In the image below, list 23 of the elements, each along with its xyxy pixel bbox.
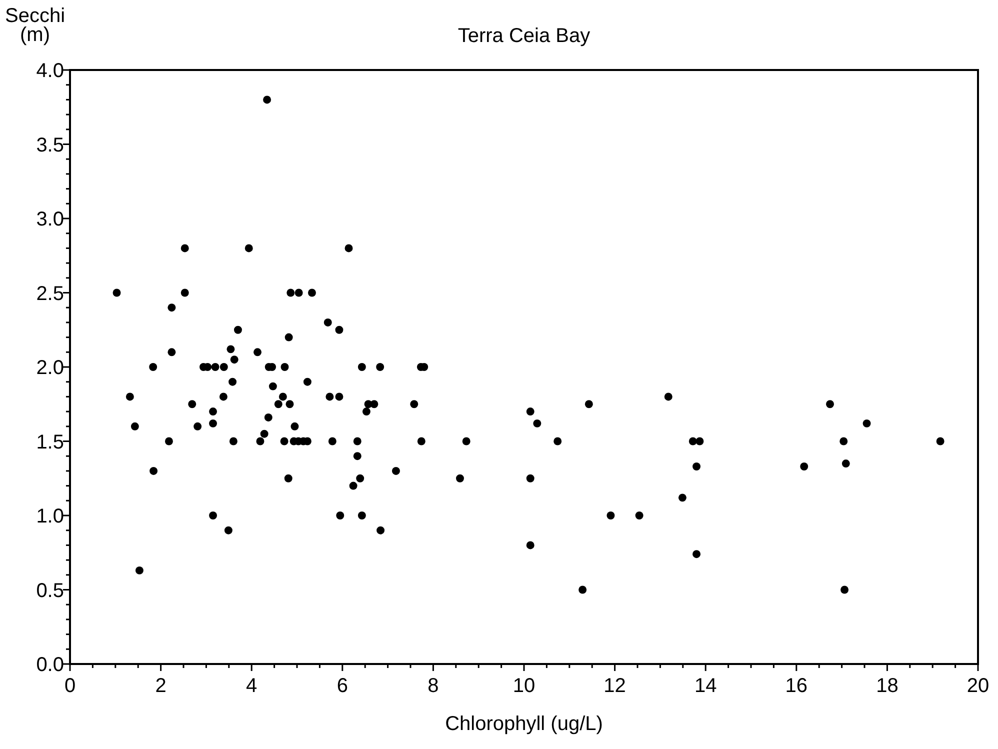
y-tick-label: 0.0 <box>36 654 64 676</box>
x-tick-label: 12 <box>604 675 626 698</box>
x-tick-label: 4 <box>246 675 258 698</box>
x-axis-title: Chlorophyll (ug/L) <box>445 713 603 735</box>
x-tick-label: 6 <box>336 675 348 698</box>
x-tick-label: 2 <box>155 675 166 698</box>
x-tick-label: 10 <box>512 675 536 698</box>
y-tick-label: 4.0 <box>36 60 64 82</box>
y-tick-label: 0.5 <box>36 580 64 602</box>
y-tick-label: 1.0 <box>36 506 64 528</box>
y-tick-label: 3.5 <box>36 134 64 156</box>
x-tick-label: 0 <box>64 675 76 698</box>
x-tick-label: 14 <box>694 675 717 698</box>
y-tick-label: 2.0 <box>36 357 64 379</box>
x-tick-label: 20 <box>966 675 990 698</box>
x-tick-label: 18 <box>876 675 898 698</box>
x-tick-label: 16 <box>785 675 808 698</box>
chart-title: Terra Ceia Bay <box>458 25 590 47</box>
y-tick-label: 1.5 <box>36 431 64 454</box>
y-tick-label: 2.5 <box>36 282 64 305</box>
x-tick-label: 8 <box>428 675 439 698</box>
y-tick-label: 3.0 <box>36 208 64 230</box>
y-axis-title: Secchi (m) <box>4 5 66 46</box>
